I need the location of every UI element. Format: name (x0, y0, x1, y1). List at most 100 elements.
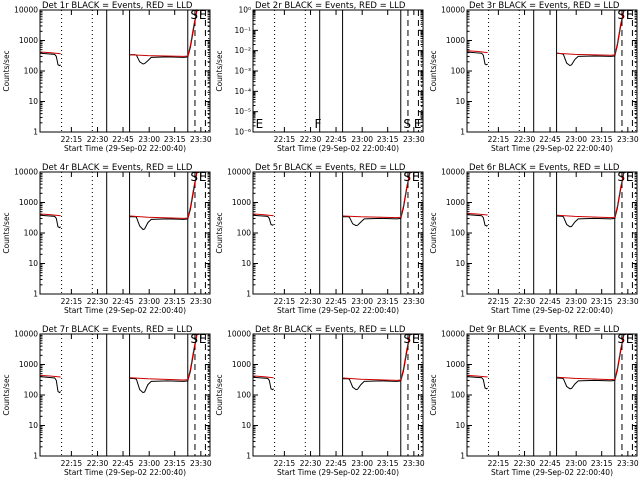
y-tick-label: 10 (241, 421, 251, 430)
y-tick-label: 10⁰ (238, 6, 251, 15)
y-tick-label: 10 (28, 259, 38, 268)
x-axis-label: Start Time (29-Sep-02 22:00:40) (64, 144, 186, 153)
series-lld-line (466, 171, 628, 219)
series-events-line (466, 171, 628, 228)
y-tick-label: 1 (246, 290, 251, 299)
plot-frame (39, 333, 211, 457)
x-tick-label: 22:15 (61, 459, 83, 468)
plot-frame (466, 333, 638, 457)
y-tick-label: 10⁻¹ (234, 26, 251, 35)
series-lld-line (39, 9, 201, 57)
y-tick-label: 10000 (227, 168, 251, 177)
x-tick-label: 23:30 (617, 297, 639, 306)
y-tick-label: 100 (451, 391, 466, 400)
x-tick-label: 22:30 (300, 297, 322, 306)
chart-panel-6: Det 6r BLACK = Events, RED = LLD Counts/s… (429, 163, 639, 315)
x-tick-label: 22:15 (488, 297, 510, 306)
chart-title: Det 4r BLACK = Events, RED = LLD (42, 163, 193, 173)
x-tick-label: 22:30 (514, 297, 536, 306)
x-tick-label: 22:30 (514, 459, 536, 468)
chart-title: Det 3r BLACK = Events, RED = LLD (469, 1, 620, 11)
x-tick-label: 23:30 (403, 459, 425, 468)
x-tick-label: 23:30 (403, 297, 425, 306)
flag-label: S (617, 332, 625, 346)
y-tick-label: 10 (28, 421, 38, 430)
plot-frame (39, 9, 211, 133)
y-tick-label: 10⁻² (234, 46, 251, 55)
flag-label: E (412, 332, 420, 346)
plot-frame (39, 171, 211, 295)
chart-panel-2: Det 2r BLACK = Events, RED = LLD Counts/s… (215, 1, 425, 153)
x-tick-label: 22:45 (539, 459, 561, 468)
series-lld-line (252, 333, 414, 381)
plot-frame (252, 9, 424, 133)
y-tick-label: 10⁻⁵ (234, 107, 251, 116)
y-tick-label: 100 (24, 67, 39, 76)
x-tick-label: 23:00 (351, 135, 373, 144)
x-tick-label: 23:00 (565, 459, 587, 468)
x-tick-label: 22:15 (274, 297, 296, 306)
x-tick-label: 23:00 (351, 459, 373, 468)
series-lld-line (466, 9, 628, 56)
flag-label: E (199, 8, 207, 22)
y-tick-label: 10000 (14, 168, 38, 177)
flag-label: E (414, 117, 422, 131)
flag-label: E (626, 170, 634, 184)
y-axis-label: Counts/sec (429, 374, 438, 415)
y-tick-label: 10000 (14, 330, 38, 339)
x-tick-label: 22:15 (274, 459, 296, 468)
y-tick-label: 1000 (446, 360, 465, 369)
x-axis-label: Start Time (29-Sep-02 22:00:40) (64, 468, 186, 477)
y-tick-label: 100 (237, 229, 252, 238)
y-tick-label: 100 (451, 229, 466, 238)
chart-title: Det 6r BLACK = Events, RED = LLD (469, 163, 620, 173)
y-tick-label: 10000 (14, 6, 38, 15)
y-tick-label: 1000 (19, 36, 38, 45)
x-tick-label: 23:00 (351, 297, 373, 306)
flag-label: S (617, 8, 625, 22)
chart-panel-4: Det 4r BLACK = Events, RED = LLD Counts/s… (2, 163, 212, 315)
x-tick-label: 22:45 (539, 135, 561, 144)
y-axis-label: Counts/sec (215, 50, 224, 91)
y-tick-label: 10 (455, 259, 465, 268)
flag-label: S (190, 170, 198, 184)
y-tick-label: 1 (246, 452, 251, 461)
flag-label: E (626, 332, 634, 346)
y-axis-label: Counts/sec (2, 212, 11, 253)
y-tick-label: 10⁻⁶ (234, 128, 251, 137)
y-tick-label: 10000 (441, 330, 465, 339)
flag-label: E (199, 332, 207, 346)
y-tick-label: 1000 (446, 36, 465, 45)
chart-title: Det 5r BLACK = Events, RED = LLD (255, 163, 406, 173)
x-tick-label: 23:30 (190, 297, 212, 306)
y-axis-label: Counts/sec (2, 374, 11, 415)
x-tick-label: 23:30 (190, 459, 212, 468)
chart-panel-1: Det 1r BLACK = Events, RED = LLD Counts/s… (2, 1, 212, 153)
x-tick-label: 22:45 (112, 135, 134, 144)
x-tick-label: 22:45 (112, 297, 134, 306)
chart-title: Det 2r BLACK = Events, RED = LLD (255, 1, 406, 11)
x-axis-label: Start Time (29-Sep-02 22:00:40) (491, 468, 613, 477)
x-tick-label: 22:45 (325, 459, 347, 468)
flag-label: S (403, 332, 411, 346)
series-events-line (466, 333, 628, 390)
flag-label: S (403, 117, 411, 131)
series-lld-line (466, 333, 628, 381)
x-tick-label: 23:00 (565, 297, 587, 306)
series-events-line (39, 9, 201, 67)
y-tick-label: 1 (460, 290, 465, 299)
y-tick-label: 1000 (19, 360, 38, 369)
y-tick-label: 1 (460, 452, 465, 461)
x-tick-label: 22:15 (61, 297, 83, 306)
x-tick-label: 23:30 (617, 459, 639, 468)
y-tick-label: 1 (33, 290, 38, 299)
chart-title: Det 8r BLACK = Events, RED = LLD (255, 325, 406, 335)
y-tick-label: 100 (24, 391, 39, 400)
chart-title: Det 7r BLACK = Events, RED = LLD (42, 325, 193, 335)
chart-panel-3: Det 3r BLACK = Events, RED = LLD Counts/s… (429, 1, 639, 153)
series-events-line (39, 333, 201, 394)
series-lld-line (39, 333, 201, 381)
y-tick-label: 1000 (19, 198, 38, 207)
x-axis-label: Start Time (29-Sep-02 22:00:40) (277, 468, 399, 477)
